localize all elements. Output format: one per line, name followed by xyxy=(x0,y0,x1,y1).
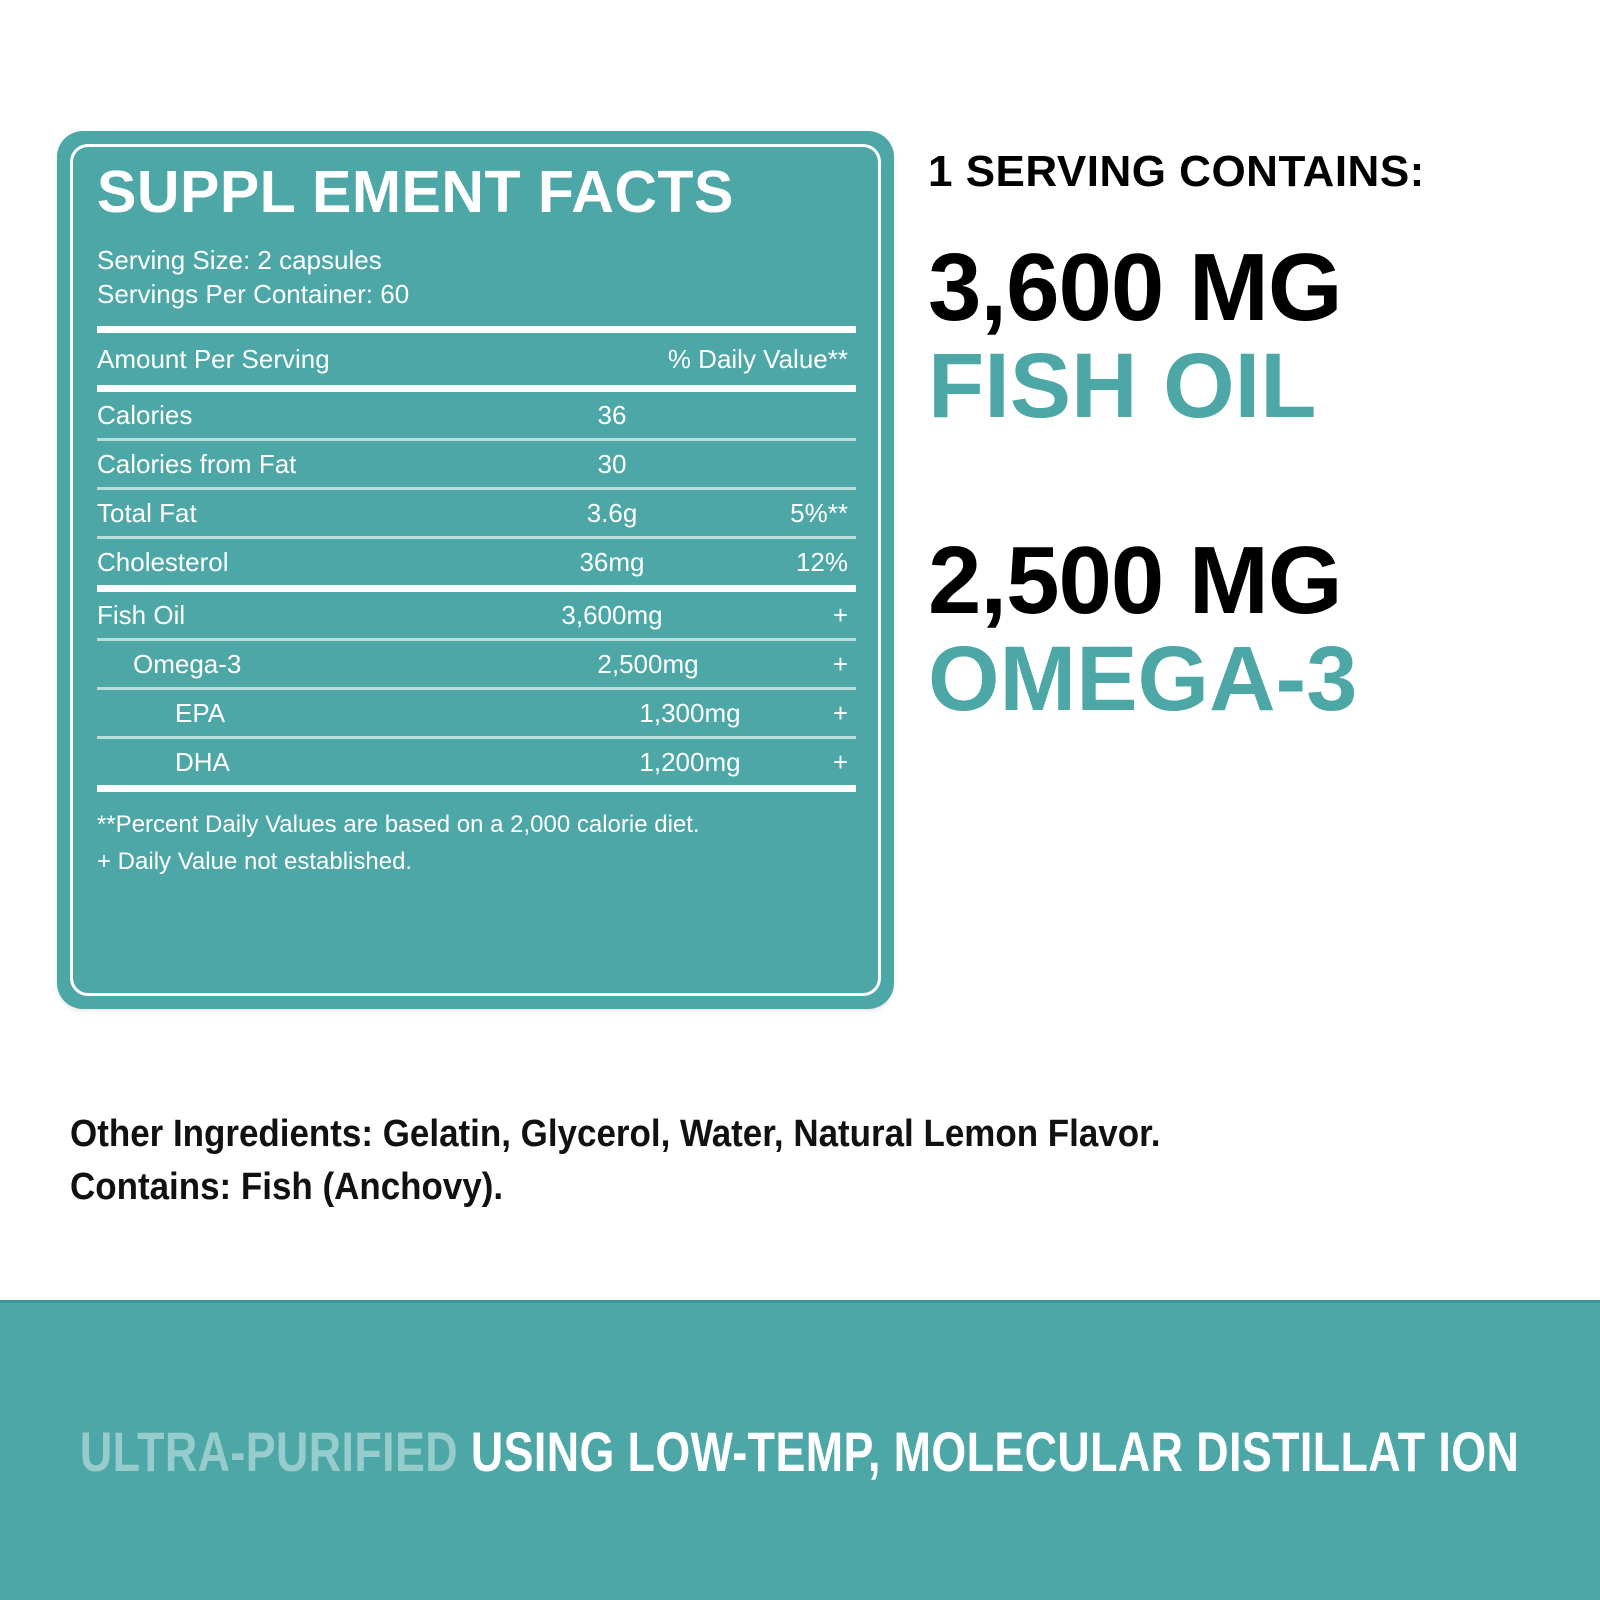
headline-amount-fish-oil: 3,600 MG xyxy=(928,234,1343,341)
servings-per-container-text: Servings Per Container: 60 xyxy=(97,278,410,309)
cell-nutrient: Fish Oil xyxy=(97,599,186,630)
cell-nutrient: EPA xyxy=(175,697,226,728)
headline-amount-omega-3: 2,500 MG xyxy=(928,527,1343,635)
cell-amount: 1,200mg xyxy=(639,746,741,777)
table-row: Fish Oil 3,600mg + xyxy=(97,592,856,638)
cell-nutrient: Omega-3 xyxy=(133,648,242,679)
serving-size-text: Serving Size: 2 capsules xyxy=(97,245,382,275)
column-header-amount-per-serving: Amount Per Serving xyxy=(97,343,330,374)
headline-name-fish-oil: FISH OIL xyxy=(928,334,1317,437)
footnotes-block: **Percent Daily Values are based on a 2,… xyxy=(97,806,856,880)
headline-name-omega-3: OMEGA-3 xyxy=(928,628,1358,731)
divider-thin xyxy=(97,735,856,739)
cell-amount: 3,600mg xyxy=(561,599,663,630)
table-row: DHA 1,200mg + xyxy=(97,739,856,785)
cell-nutrient: Calories xyxy=(97,399,193,430)
cell-daily-value: + xyxy=(832,648,848,679)
cell-daily-value: + xyxy=(832,599,848,630)
cell-amount: 36mg xyxy=(579,546,645,577)
page-title: SUPPL EMENT FACTS xyxy=(97,159,734,225)
table-row: Omega-3 2,500mg + xyxy=(97,641,856,687)
divider-thin xyxy=(97,486,856,490)
cell-amount: 2,500mg xyxy=(597,648,699,679)
top-content-area: SUPPL EMENT FACTS Serving Size: 2 capsul… xyxy=(57,131,1528,1214)
cell-nutrient: Calories from Fat xyxy=(97,448,297,479)
divider-thick-headers xyxy=(97,384,856,392)
footnote-line: + Daily Value not established. xyxy=(97,847,413,875)
cell-nutrient: Cholesterol xyxy=(97,546,229,577)
cell-daily-value: 12% xyxy=(795,546,848,577)
footnote-line: **Percent Daily Values are based on a 2,… xyxy=(97,810,700,838)
contains-allergen-line: Contains: Fish (Anchovy). xyxy=(70,1166,504,1209)
divider-thick-group xyxy=(97,584,856,592)
cell-nutrient: Total Fat xyxy=(97,497,197,528)
cell-daily-value: + xyxy=(832,697,848,728)
nutrient-table-group-actives: Fish Oil 3,600mg + Omega-3 2,500mg + EPA 1,300m… xyxy=(97,592,856,785)
other-ingredients-line: Other Ingredients: Gelatin, Glycerol, Wa… xyxy=(70,1113,1161,1155)
nutrient-table-group-basic: Calories 36 Calories from Fat 30 Total Fat 3.… xyxy=(97,392,856,585)
divider-thin xyxy=(97,637,856,641)
divider-thin xyxy=(97,686,856,690)
cell-daily-value: 5%** xyxy=(790,497,848,528)
cell-amount: 1,300mg xyxy=(639,697,741,728)
table-row: Cholesterol 36mg 12% xyxy=(97,539,856,585)
bottom-banner: ULTRA-PURIFIED USING LOW-TEMP, MOLECULAR… xyxy=(0,1300,1600,1600)
table-row: EPA 1,300mg + xyxy=(97,690,856,736)
column-header-daily-value: % Daily Value** xyxy=(667,343,848,374)
table-row: Calories 36 xyxy=(97,392,856,438)
divider-thin xyxy=(97,535,856,539)
headline-column: 1 SERVING CONTAINS: 3,600 MG FISH OIL 2,… xyxy=(928,150,1528,729)
cell-amount: 30 xyxy=(597,448,627,479)
banner-tagline-highlight: ULTRA-PURIFIED xyxy=(80,1420,459,1483)
banner-tagline-rest: USING LOW-TEMP, MOLECULAR DISTILLAT ION xyxy=(458,1420,1520,1483)
serving-contains-eyebrow: 1 SERVING CONTAINS: xyxy=(928,147,1425,196)
cell-nutrient: DHA xyxy=(175,746,230,777)
headline-block-fish-oil: 3,600 MG FISH OIL xyxy=(928,238,1528,435)
banner-tagline: ULTRA-PURIFIED USING LOW-TEMP, MOLECULAR… xyxy=(80,1419,1519,1484)
table-row: Calories from Fat 30 xyxy=(97,441,856,487)
table-row: Total Fat 3.6g 5%** xyxy=(97,490,856,536)
headline-block-omega-3: 2,500 MG OMEGA-3 xyxy=(928,531,1528,728)
cell-amount: 36 xyxy=(597,399,627,430)
other-ingredients-block: Other Ingredients: Gelatin, Glycerol, Wa… xyxy=(70,1108,1432,1214)
supplement-facts-panel: SUPPL EMENT FACTS Serving Size: 2 capsul… xyxy=(57,131,894,1009)
divider-thick-bottom xyxy=(97,784,856,792)
divider-thin xyxy=(97,437,856,441)
cell-amount: 3.6g xyxy=(586,497,638,528)
panel-content: SUPPL EMENT FACTS Serving Size: 2 capsul… xyxy=(97,163,856,983)
table-column-headers: Amount Per Serving % Daily Value** xyxy=(97,333,856,385)
cell-daily-value: + xyxy=(832,746,848,777)
divider-thick-top xyxy=(97,325,856,333)
